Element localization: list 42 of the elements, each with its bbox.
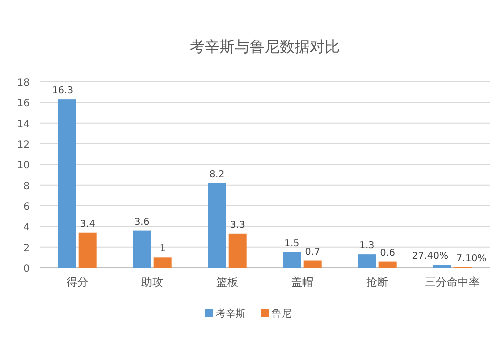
data-label: 27.40%: [412, 251, 448, 262]
y-tick-label: 6: [24, 202, 30, 213]
data-label: 3.3: [230, 220, 246, 231]
y-tick-label: 10: [17, 160, 30, 172]
data-label: 1: [160, 244, 166, 255]
y-tick-label: 16: [17, 98, 30, 110]
x-tick-label: 抢断: [366, 276, 388, 289]
y-tick-label: 2: [24, 243, 30, 254]
y-tick-label: 12: [17, 140, 30, 151]
bar: [358, 254, 376, 268]
y-tick-label: 0: [24, 264, 30, 275]
x-tick-label: 盖帽: [292, 276, 314, 289]
data-label: 1.5: [284, 238, 300, 250]
data-label: 0.7: [305, 246, 320, 258]
bar: [208, 183, 226, 268]
y-tick-label: 14: [17, 119, 30, 130]
data-label: 3.4: [80, 218, 96, 230]
x-tick-label: 篮板: [216, 276, 238, 289]
data-label: 0.6: [380, 248, 396, 259]
legend-label: 考辛斯: [216, 308, 246, 320]
bar: [283, 252, 302, 268]
chart-title: 考辛斯与鲁尼数据对比: [190, 38, 340, 56]
x-tick-label: 助攻: [142, 276, 164, 289]
bar: [304, 260, 322, 268]
bar: [154, 258, 172, 268]
bar: [133, 230, 152, 268]
data-label: 16.3: [52, 86, 74, 97]
y-tick-label: 4: [24, 222, 30, 234]
data-label: 8.2: [210, 169, 225, 180]
bar: [433, 265, 452, 268]
bar: [228, 234, 247, 268]
x-tick-label: 三分命中率: [425, 276, 480, 289]
x-tick-label: 得分: [66, 276, 88, 289]
data-label: 7.10%: [456, 253, 487, 264]
y-tick-label: 8: [24, 181, 30, 192]
legend-label: 鲁尼: [272, 308, 292, 320]
data-label: 3.6: [134, 216, 150, 228]
bar: [78, 232, 97, 268]
bar: [58, 100, 76, 268]
data-label: 1.3: [360, 240, 375, 252]
y-tick-label: 18: [17, 78, 30, 89]
bar: [378, 262, 397, 268]
